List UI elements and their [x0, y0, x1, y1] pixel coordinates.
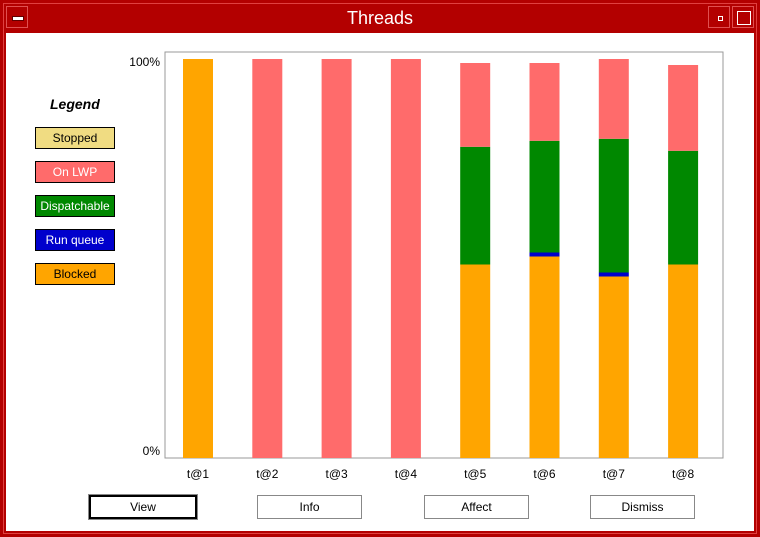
x-tick-label: t@2 [256, 467, 279, 481]
menu-bar-icon [12, 16, 24, 21]
bar-t7-blocked [598, 276, 629, 458]
legend-item-stopped[interactable]: Stopped [35, 127, 115, 149]
y-tick-label-bottom: 0% [143, 444, 161, 458]
legend-title: Legend [50, 96, 100, 112]
bar-t7-on-lwp [598, 59, 629, 139]
bar-t6-dispatchable [529, 140, 560, 253]
bar-t8-blocked [668, 264, 699, 458]
bar-t8-dispatchable [668, 150, 699, 265]
maximize-button[interactable] [732, 6, 754, 28]
minimize-icon [718, 16, 723, 21]
window-title: Threads [346, 8, 414, 28]
x-tick-label: t@3 [325, 467, 348, 481]
bar-t6-blocked [529, 256, 560, 458]
minimize-button[interactable] [708, 6, 730, 28]
bar-t6-run-queue [529, 252, 560, 257]
view-button[interactable]: View [88, 494, 198, 520]
title-bar[interactable]: Threads [4, 4, 756, 32]
bar-t5-dispatchable [460, 146, 491, 265]
info-button[interactable]: Info [257, 495, 362, 519]
bar-t1-blocked [183, 59, 213, 458]
x-tick-label: t@8 [672, 467, 695, 481]
x-tick-label: t@6 [533, 467, 556, 481]
bar-t6-on-lwp [529, 63, 560, 141]
window-frame [3, 3, 757, 534]
legend-item-dispatchable[interactable]: Dispatchable [35, 195, 115, 217]
x-tick-label: t@5 [464, 467, 487, 481]
x-tick-label: t@4 [395, 467, 418, 481]
legend-item-on-lwp[interactable]: On LWP [35, 161, 115, 183]
x-tick-label: t@7 [603, 467, 626, 481]
bar-t4-on-lwp [390, 59, 421, 458]
bar-t3-on-lwp [321, 59, 352, 458]
maximize-icon [737, 11, 751, 25]
dismiss-button[interactable]: Dismiss [590, 495, 695, 519]
bar-t8-on-lwp [668, 65, 699, 151]
y-tick-label-top: 100% [129, 55, 160, 69]
bar-t2-on-lwp [252, 59, 283, 458]
bar-t5-on-lwp [460, 63, 491, 147]
affect-button[interactable]: Affect [424, 495, 529, 519]
bar-t7-run-queue [598, 272, 629, 277]
plot-frame [164, 51, 724, 459]
legend-item-run-queue[interactable]: Run queue [35, 229, 115, 251]
bar-t5-blocked [460, 264, 491, 458]
window-menu-button[interactable] [6, 6, 28, 28]
x-tick-label: t@1 [187, 467, 210, 481]
legend-item-blocked[interactable]: Blocked [35, 263, 115, 285]
bar-t7-dispatchable [598, 138, 629, 273]
